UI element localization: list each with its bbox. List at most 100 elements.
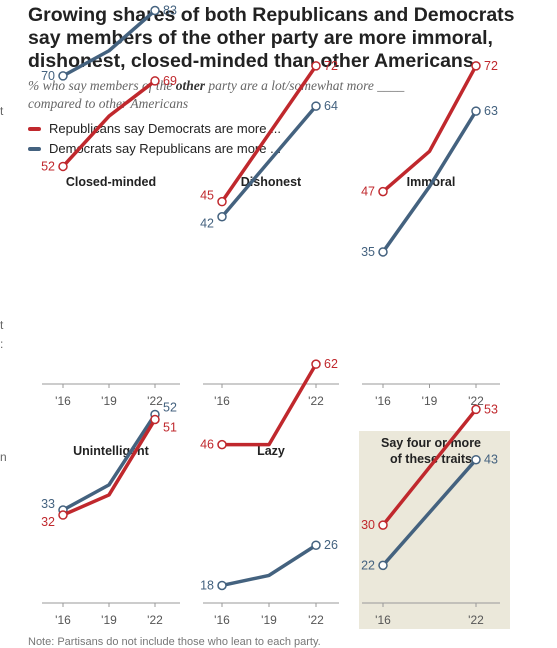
data-point-republicans xyxy=(217,439,227,450)
data-label: 42 xyxy=(200,217,214,231)
legend-label-republicans: Republicans say Democrats are more ... xyxy=(49,121,281,136)
series-line-republicans xyxy=(381,407,478,527)
data-label: 47 xyxy=(361,185,375,199)
data-point-democrats xyxy=(58,71,68,81)
data-label: 53 xyxy=(484,402,498,416)
x-tick-label: '19 xyxy=(101,613,117,627)
series-line-democrats xyxy=(61,8,157,78)
data-point-republicans xyxy=(471,404,481,415)
margin-fragment: t xyxy=(0,318,4,332)
chart-title: Growing shares of both Republicans and D… xyxy=(28,4,528,73)
x-tick-label: '16 xyxy=(55,394,71,408)
margin-fragment: n xyxy=(0,450,7,464)
panel-title: Lazy xyxy=(257,444,285,458)
panel-title: of these traits xyxy=(390,452,472,466)
data-label: 69 xyxy=(163,74,177,88)
data-label: 26 xyxy=(324,538,338,552)
data-point-republicans xyxy=(378,520,388,530)
title-line-3: dishonest, closed-minded than other Amer… xyxy=(28,50,474,72)
legend-swatch-republicans xyxy=(28,126,41,131)
data-label: 62 xyxy=(324,357,338,371)
data-label: 63 xyxy=(484,104,498,118)
chart-note: Note: Partisans do not include those who… xyxy=(28,636,321,648)
data-label: 33 xyxy=(41,497,55,511)
x-tick-label: '19 xyxy=(101,394,117,408)
data-point-republicans xyxy=(150,76,160,86)
x-tick-label: '22 xyxy=(308,613,324,627)
series-line-democrats xyxy=(220,104,318,219)
x-tick-label: '16 xyxy=(375,394,391,408)
series-line-republicans xyxy=(61,79,157,169)
panel-closed-minded: Closed-minded '16 '19 '22 52 69 70 83 xyxy=(41,4,180,408)
data-point-democrats xyxy=(150,5,160,16)
title-line-1: Growing shares of both Republicans and D… xyxy=(28,4,515,26)
series-line-democrats xyxy=(61,412,157,512)
legend-entry-democrats: Democrats say Republicans are more ... xyxy=(28,141,281,156)
data-label: 52 xyxy=(163,400,177,414)
data-point-republicans xyxy=(58,510,68,520)
x-tick-label: '16 xyxy=(214,394,230,408)
panel-title: Say four or more xyxy=(381,436,481,450)
data-point-republicans xyxy=(217,196,227,207)
series-line-republicans xyxy=(61,417,157,517)
data-point-democrats xyxy=(378,247,388,257)
data-label: 30 xyxy=(361,518,375,532)
data-point-democrats xyxy=(378,560,388,571)
data-point-democrats xyxy=(311,540,321,550)
data-label: 45 xyxy=(200,189,214,203)
title-line-2: say members of the other party are more … xyxy=(28,27,493,49)
data-label: 35 xyxy=(361,245,375,259)
data-point-democrats xyxy=(217,580,227,591)
legend-label-democrats: Democrats say Republicans are more ... xyxy=(49,141,281,156)
data-label: 22 xyxy=(361,558,375,572)
subtitle-part-b: party are a lot/somewhat more ____ xyxy=(205,78,405,93)
x-tick-label: '19 xyxy=(261,613,277,627)
x-tick-label: '16 xyxy=(55,613,71,627)
data-label: 43 xyxy=(484,453,498,467)
data-point-democrats xyxy=(311,101,321,111)
data-label: 51 xyxy=(163,420,177,434)
data-label: 72 xyxy=(484,59,498,73)
data-point-democrats xyxy=(471,454,481,465)
data-point-republicans xyxy=(311,61,321,71)
series-line-democrats xyxy=(381,109,478,254)
x-tick-label: '22 xyxy=(147,613,163,627)
x-tick-label: '22 xyxy=(468,394,484,408)
subtitle-emphasis: other xyxy=(175,78,205,93)
series-line-republicans xyxy=(381,64,478,194)
data-label: 64 xyxy=(324,99,338,113)
panel-say-four-or-more-of-these-traits: Say four or more of these traits '16 '22 30 5… xyxy=(361,402,500,627)
series-line-republicans xyxy=(220,362,318,447)
legend-entry-republicans: Republicans say Democrats are more ... xyxy=(28,121,281,136)
data-label: 83 xyxy=(163,4,177,18)
data-label: 18 xyxy=(200,578,214,592)
series-line-republicans xyxy=(220,64,318,204)
legend-swatch-democrats xyxy=(28,146,41,151)
panel-title: Closed-minded xyxy=(66,175,156,189)
data-point-democrats xyxy=(217,211,227,222)
data-point-republicans xyxy=(150,414,160,425)
panel-lazy: Lazy '16 '19 '22 46 62 18 26 xyxy=(200,357,339,627)
x-tick-label: '16 xyxy=(214,613,230,627)
x-tick-label: '22 xyxy=(147,394,163,408)
margin-fragment: t xyxy=(0,104,4,118)
data-label: 32 xyxy=(41,515,55,529)
series-line-democrats xyxy=(381,457,478,568)
x-tick-label: '16 xyxy=(375,613,391,627)
highlight-panel-background xyxy=(359,431,510,629)
data-label: 52 xyxy=(41,159,55,173)
data-label: 46 xyxy=(200,438,214,452)
margin-fragment: : xyxy=(0,337,4,351)
data-point-republicans xyxy=(311,359,321,369)
data-label: 70 xyxy=(41,69,55,83)
x-tick-label: '22 xyxy=(468,613,484,627)
subtitle-part-a: % who say members of the xyxy=(28,78,176,93)
data-point-republicans xyxy=(378,186,388,197)
x-tick-label: '22 xyxy=(308,394,324,408)
series-line-democrats xyxy=(220,543,318,588)
data-point-democrats xyxy=(471,106,481,116)
